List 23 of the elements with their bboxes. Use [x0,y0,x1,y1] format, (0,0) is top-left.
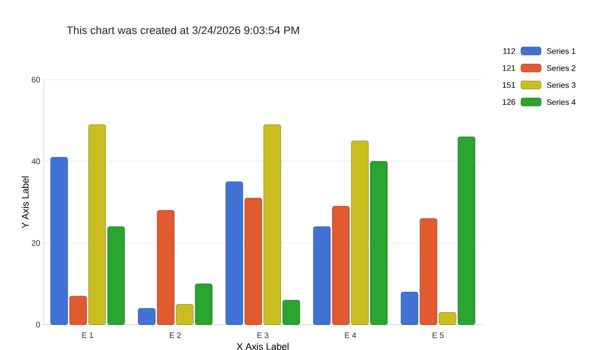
chart-title: This chart was created at 3/24/2026 9:03:54 PM [66,26,299,34]
bar [370,161,388,325]
bar [244,198,262,325]
bar [282,300,300,325]
bar [438,312,456,325]
x-axis-title: X Axis Label [236,342,288,350]
bar [176,304,194,325]
bar [69,296,87,325]
bar [88,124,106,325]
bar [157,210,174,325]
bar [351,140,369,325]
bar [400,292,418,325]
bar [458,136,476,325]
bar [50,157,68,325]
bar [226,182,244,325]
bar [332,206,350,325]
y-axis-title: Y Axis Label [22,176,29,228]
bar [313,226,331,325]
bar [194,284,212,325]
bar [107,226,125,325]
bar [420,218,438,325]
bar [138,308,156,325]
bar [264,124,281,325]
